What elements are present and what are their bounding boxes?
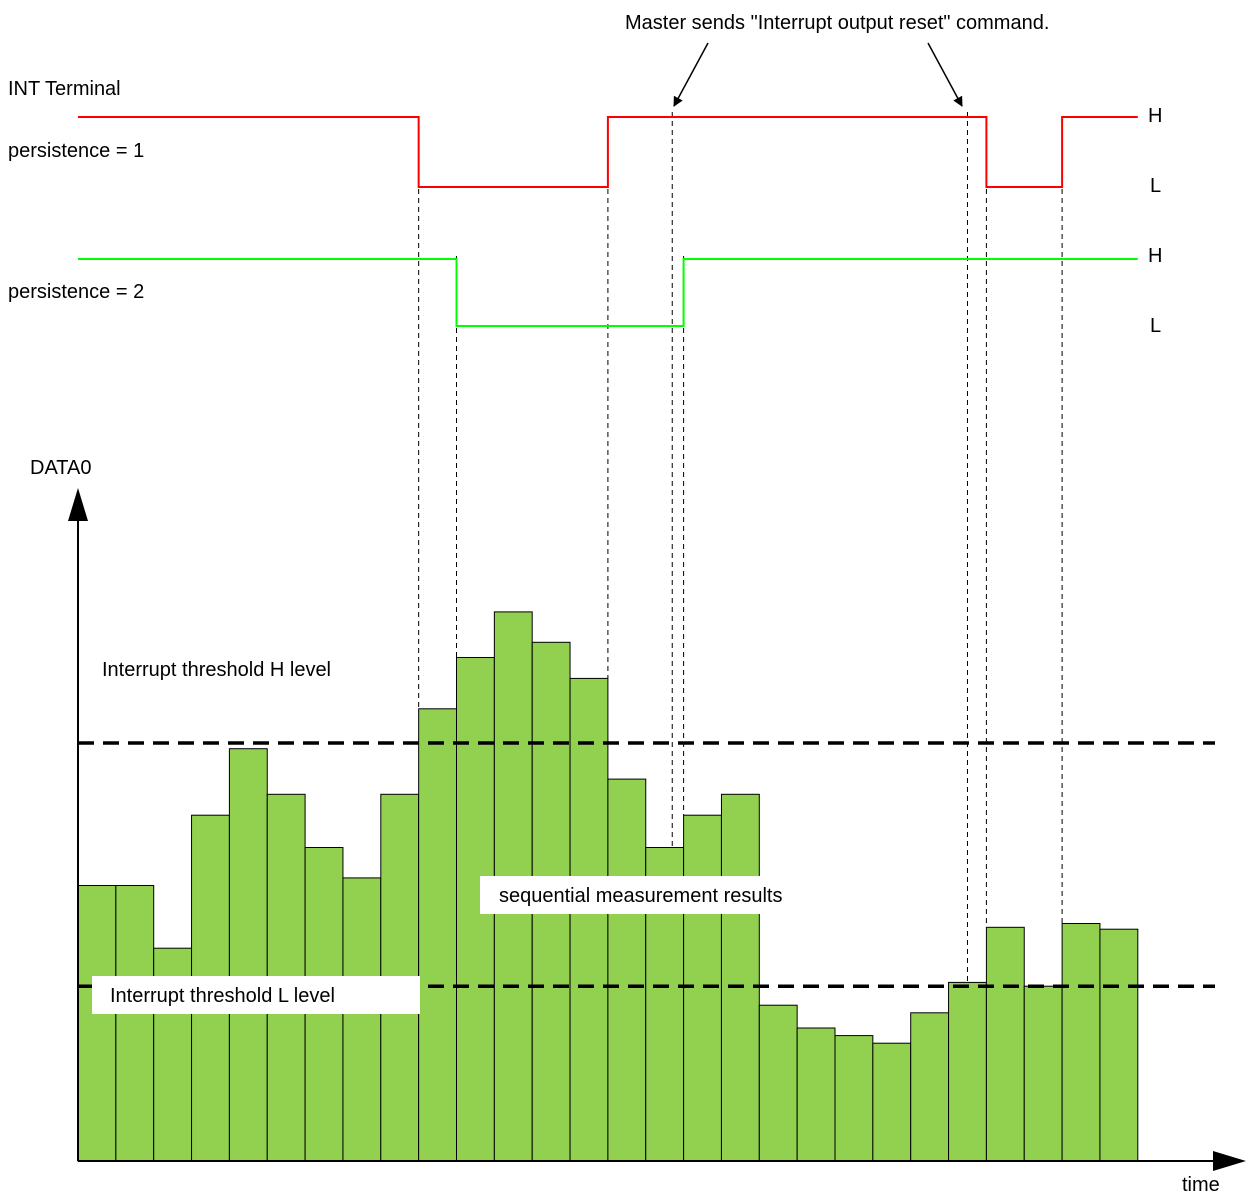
master-command-annotation: Master sends "Interrupt output reset" co… [625, 12, 1049, 34]
measurement-bar [115, 885, 155, 1162]
measurement-bar [1061, 923, 1101, 1162]
int-signal-persistence-1 [78, 116, 1138, 188]
measurement-bar [683, 814, 722, 1162]
threshold-h-label: Interrupt threshold H level [102, 659, 331, 681]
time-axis-label: time [1182, 1174, 1220, 1193]
y-axis-arrow-icon [68, 488, 88, 521]
l-level-label-1: L [1150, 175, 1161, 197]
sequential-results-label: sequential measurement results [499, 885, 782, 907]
signals-layer [78, 116, 1138, 327]
measurement-bar [418, 708, 457, 1162]
data0-axis-label: DATA0 [30, 457, 92, 479]
h-level-label-2: H [1148, 245, 1162, 267]
measurement-bar [342, 877, 382, 1162]
x-axis-arrow-icon [1213, 1151, 1246, 1171]
measurement-bar [720, 793, 760, 1162]
measurement-bar [910, 1012, 950, 1162]
int-terminal-label: INT Terminal [8, 78, 121, 100]
measurement-bar [77, 885, 117, 1162]
measurement-bar [1099, 928, 1139, 1162]
sequential-label-background [480, 876, 850, 914]
measurement-bar [569, 677, 609, 1162]
h-level-label-1: H [1148, 105, 1162, 127]
measurement-bar [796, 1027, 836, 1162]
measurement-bar [1023, 985, 1063, 1162]
int-signal-persistence-2 [78, 258, 1138, 327]
persistence-2-label: persistence = 2 [8, 281, 144, 303]
bars-layer [77, 611, 1139, 1162]
measurement-bar [758, 1004, 798, 1162]
measurement-bar [228, 748, 268, 1162]
persistence-1-label: persistence = 1 [8, 140, 144, 162]
measurement-bar [872, 1042, 912, 1162]
measurement-bar [948, 981, 987, 1162]
threshold-l-label-background [92, 976, 420, 1014]
measurement-bar [607, 778, 647, 1162]
reset-command-arrow-2 [927, 42, 963, 107]
measurement-bar [834, 1035, 874, 1162]
reset-command-arrow-1 [673, 42, 709, 107]
threshold-l-label: Interrupt threshold L level [110, 985, 335, 1007]
l-level-label-2: L [1150, 315, 1161, 337]
measurement-bar [985, 926, 1025, 1162]
